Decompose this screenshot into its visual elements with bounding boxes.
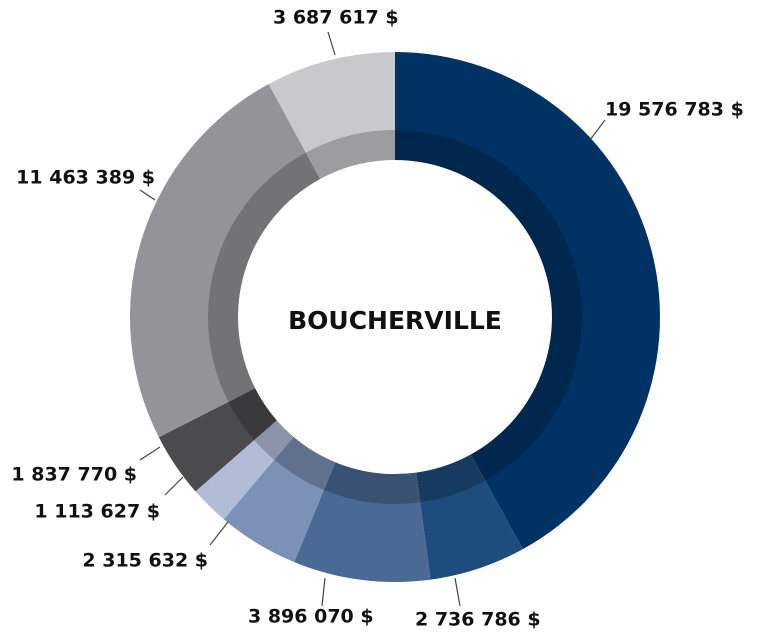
data-label: 3 896 070 $ <box>248 606 374 628</box>
donut-inner-band <box>254 420 294 460</box>
donut-segment <box>158 388 277 492</box>
leader-line <box>321 577 326 607</box>
leader-line <box>139 189 156 201</box>
data-label: 1 113 627 $ <box>34 501 160 523</box>
leader-line <box>164 476 184 496</box>
donut-segment <box>294 462 431 582</box>
leader-line <box>327 31 336 56</box>
donut-inner-band <box>416 454 486 503</box>
data-label: 2 736 786 $ <box>415 609 541 631</box>
data-label: 1 837 770 $ <box>11 464 137 486</box>
donut-inner-band <box>207 152 321 402</box>
donut-inner-band <box>323 462 421 504</box>
donut-segment <box>416 454 523 580</box>
donut-segment <box>223 436 336 563</box>
donut-segment <box>268 52 395 179</box>
leader-line <box>454 577 461 607</box>
donut-inner-band <box>274 436 336 490</box>
donut-inner-band <box>228 388 277 441</box>
leader-line <box>139 446 161 461</box>
donut-inner-band <box>305 130 395 179</box>
donut-segment <box>129 84 321 438</box>
leader-line <box>209 521 229 546</box>
chart-title: BOUCHERVILLE <box>288 306 502 335</box>
data-label: 19 576 783 $ <box>605 99 744 121</box>
data-label: 2 315 632 $ <box>82 550 208 572</box>
donut-inner-band <box>395 130 583 481</box>
donut-segment <box>395 52 660 550</box>
donut-segment <box>195 420 294 520</box>
data-label: 3 687 617 $ <box>273 7 399 29</box>
data-label: 11 463 389 $ <box>16 167 155 189</box>
leader-line <box>589 119 606 141</box>
